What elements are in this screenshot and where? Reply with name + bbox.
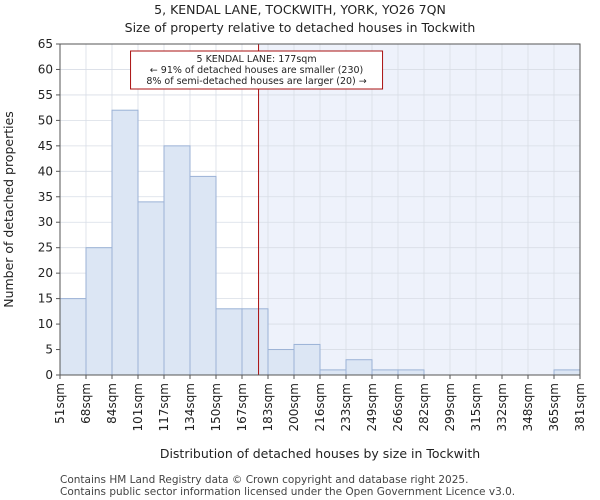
bar-150sqm bbox=[215, 308, 243, 376]
x-tick-label: 233sqm bbox=[339, 383, 353, 431]
y-tick-label: 30 bbox=[38, 215, 53, 229]
x-tick-label: 381sqm bbox=[573, 383, 587, 431]
bar-101sqm bbox=[137, 201, 165, 376]
x-tick-label: 282sqm bbox=[417, 383, 431, 431]
bar-167sqm bbox=[241, 308, 269, 376]
x-tick-label: 84sqm bbox=[105, 383, 119, 424]
x-tick-label: 68sqm bbox=[79, 383, 93, 424]
x-tick-label: 332sqm bbox=[495, 383, 509, 431]
y-tick-label: 5 bbox=[45, 343, 53, 357]
y-tick-label: 65 bbox=[38, 37, 53, 51]
x-tick-label: 51sqm bbox=[53, 383, 67, 424]
bar-365sqm bbox=[553, 369, 581, 376]
y-tick-label: 45 bbox=[38, 139, 53, 153]
x-tick-label: 101sqm bbox=[131, 383, 145, 431]
y-axis-label: Number of detached properties bbox=[1, 111, 16, 308]
bar-134sqm bbox=[189, 175, 217, 376]
x-axis-label: Distribution of detached houses by size … bbox=[160, 446, 480, 461]
bar-117sqm bbox=[163, 145, 191, 376]
y-tick-label: 0 bbox=[45, 368, 53, 382]
y-tick-label: 25 bbox=[38, 241, 53, 255]
x-axis-ticks: 51sqm 68sqm 84sqm 101sqm 117sqm 134sqm 150sqm 1… bbox=[53, 375, 587, 431]
bar-200sqm bbox=[293, 343, 321, 376]
bar-249sqm bbox=[371, 369, 399, 376]
x-tick-label: 299sqm bbox=[443, 383, 457, 431]
x-tick-label: 117sqm bbox=[157, 383, 171, 431]
y-tick-label: 55 bbox=[38, 88, 53, 102]
bar-84sqm bbox=[111, 109, 139, 376]
y-tick-label: 15 bbox=[38, 292, 53, 306]
x-tick-label: 348sqm bbox=[521, 383, 535, 431]
x-tick-label: 150sqm bbox=[209, 383, 223, 431]
annotation-line-2: ← 91% of detached houses are smaller (23… bbox=[150, 65, 363, 76]
bar-183sqm bbox=[267, 349, 295, 376]
x-tick-label: 134sqm bbox=[183, 383, 197, 431]
y-tick-label: 20 bbox=[38, 266, 53, 280]
x-tick-label: 183sqm bbox=[261, 383, 275, 431]
x-tick-label: 249sqm bbox=[365, 383, 379, 431]
footer-line-2: Contains public sector information licen… bbox=[60, 486, 515, 498]
x-tick-label: 315sqm bbox=[469, 383, 483, 431]
larger-region-shade bbox=[258, 44, 580, 375]
bar-68sqm bbox=[85, 247, 113, 376]
x-tick-label: 266sqm bbox=[391, 383, 405, 431]
x-tick-label: 365sqm bbox=[547, 383, 561, 431]
annotation-box: 5 KENDAL LANE: 177sqm ← 91% of detached … bbox=[130, 50, 384, 90]
bars-group bbox=[59, 109, 581, 376]
bar-51sqm bbox=[59, 298, 87, 376]
y-tick-label: 50 bbox=[38, 113, 53, 127]
chart-subtitle: Size of property relative to detached ho… bbox=[125, 20, 476, 35]
y-tick-label: 40 bbox=[38, 164, 53, 178]
x-tick-label: 167sqm bbox=[235, 383, 249, 431]
bar-266sqm bbox=[397, 369, 425, 376]
y-tick-label: 10 bbox=[38, 317, 53, 331]
annotation-line-3: 8% of semi-detached houses are larger (2… bbox=[146, 76, 366, 87]
y-tick-label: 35 bbox=[38, 190, 53, 204]
footer-line-1: Contains HM Land Registry data © Crown c… bbox=[60, 474, 468, 486]
y-tick-label: 60 bbox=[38, 62, 53, 76]
annotation-frame bbox=[130, 50, 384, 90]
y-axis-ticks: 0 5 10 15 20 25 30 35 40 45 50 55 60 65 bbox=[38, 37, 60, 382]
x-tick-label: 200sqm bbox=[287, 383, 301, 431]
bar-233sqm bbox=[345, 359, 373, 376]
annotation-line-1: 5 KENDAL LANE: 177sqm bbox=[197, 54, 317, 65]
chart-title: 5, KENDAL LANE, TOCKWITH, YORK, YO26 7QN bbox=[154, 2, 446, 17]
x-tick-label: 216sqm bbox=[313, 383, 327, 431]
bar-216sqm bbox=[319, 369, 347, 376]
